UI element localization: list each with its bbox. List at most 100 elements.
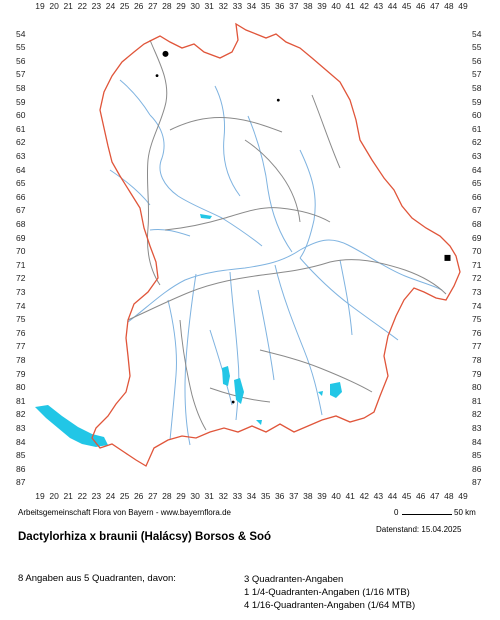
- grid-col-label: 44: [387, 1, 398, 11]
- grid-row-label: 67: [472, 205, 482, 216]
- species-title: Dactylorhiza x braunii (Halácsy) Borsos …: [18, 531, 272, 543]
- grid-row-label: 69: [16, 232, 26, 243]
- grid-row-label: 81: [16, 395, 26, 406]
- grid-row-label: 75: [472, 314, 482, 325]
- record-square-marker: [444, 254, 451, 261]
- grid-col-label: 48: [444, 1, 454, 11]
- scale-zero-label: 0: [394, 508, 399, 517]
- grid-col-label: 31: [204, 1, 214, 11]
- records-layer: [155, 50, 451, 404]
- grid-col-label: 42: [359, 1, 370, 11]
- grid-row-label: 80: [16, 382, 26, 393]
- grid-col-label: 41: [345, 1, 355, 11]
- grid-col-label: 47: [430, 491, 440, 501]
- grid-col-label: 22: [77, 491, 88, 501]
- grid-row-label: 71: [472, 259, 482, 270]
- grid-row-label: 68: [472, 218, 482, 229]
- grid-col-label: 43: [373, 1, 384, 11]
- grid-col-label: 20: [49, 491, 59, 501]
- grid-row-label: 62: [16, 137, 26, 148]
- grid-col-label: 24: [105, 491, 116, 501]
- grid-col-label: 36: [274, 1, 285, 11]
- rivers: [109, 79, 443, 446]
- grid-col-label: 31: [204, 491, 214, 501]
- grid-col-label: 33: [232, 491, 243, 501]
- grid-row-label: 62: [472, 137, 482, 148]
- grid-col-label: 34: [246, 491, 257, 501]
- grid-row-label: 64: [16, 164, 26, 175]
- grid-col-label: 41: [345, 491, 355, 501]
- grid-row-label: 61: [16, 123, 26, 134]
- grid-col-label: 32: [218, 1, 229, 11]
- grid-row-label: 67: [16, 205, 26, 216]
- grid-row-label: 57: [472, 69, 482, 80]
- grid-col-label: 25: [119, 1, 130, 11]
- grid-row-label: 82: [472, 409, 482, 420]
- grid-row-label: 68: [16, 218, 26, 229]
- grid-col-label: 37: [289, 1, 299, 11]
- grid-row-label: 58: [472, 82, 482, 93]
- grid-col-label: 30: [190, 1, 200, 11]
- grid-col-label: 42: [359, 491, 370, 501]
- grid-col-label: 36: [274, 491, 285, 501]
- grid-col-label: 26: [133, 1, 144, 11]
- grid-row-label: 58: [16, 82, 26, 93]
- grid-row-label: 85: [472, 450, 482, 461]
- grid-col-label: 32: [218, 491, 229, 501]
- grid-row-label: 66: [472, 191, 482, 202]
- grid-row-label: 83: [472, 422, 482, 433]
- record-small-dot-marker: [276, 98, 280, 102]
- records-summary: 8 Angaben aus 5 Quadranten, davon:: [18, 573, 176, 584]
- grid-row-label: 59: [16, 96, 26, 107]
- grid-col-label: 45: [401, 491, 412, 501]
- grid-row-label: 86: [472, 463, 482, 474]
- grid-row-label: 55: [472, 42, 482, 53]
- grid-row-label: 74: [16, 300, 26, 311]
- grid-col-label: 46: [415, 1, 426, 11]
- record-small-dot-marker: [155, 74, 159, 78]
- grid-row-label: 87: [16, 477, 26, 488]
- grid-row-label: 60: [472, 110, 482, 121]
- grid-row-label: 72: [472, 273, 482, 284]
- district-borders: [127, 39, 447, 431]
- grid-row-label: 73: [472, 286, 482, 297]
- grid-col-label: 30: [190, 491, 200, 501]
- grid-col-label: 28: [162, 491, 172, 501]
- grid-col-label: 19: [35, 491, 45, 501]
- grid-row-label: 79: [472, 368, 482, 379]
- count-quarter-quadrant: 1 1/4-Quadranten-Angaben (1/16 MTB): [244, 587, 410, 598]
- grid-col-label: 38: [303, 491, 313, 501]
- grid-col-label: 44: [387, 491, 398, 501]
- grid-row-label: 75: [16, 314, 26, 325]
- grid-row-label: 80: [472, 382, 482, 393]
- scale-km-label: 50 km: [454, 508, 476, 517]
- grid-col-label: 22: [77, 1, 88, 11]
- grid-col-label: 29: [176, 1, 186, 11]
- grid-row-label: 71: [16, 259, 26, 270]
- grid-row-label: 79: [16, 368, 26, 379]
- data-date: Datenstand: 15.04.2025: [376, 525, 462, 534]
- grid-col-label: 37: [289, 491, 299, 501]
- grid-row-label: 54: [472, 28, 482, 39]
- grid-col-label: 24: [105, 1, 116, 11]
- grid-row-label: 66: [16, 191, 26, 202]
- grid-col-label: 34: [246, 1, 257, 11]
- grid-col-label: 46: [415, 491, 426, 501]
- state-border: [91, 22, 461, 467]
- grid-row-label: 70: [472, 246, 482, 257]
- grid-col-label: 23: [91, 1, 102, 11]
- record-large-dot-marker: [162, 50, 169, 57]
- lakes: [35, 214, 342, 447]
- grid-row-label: 59: [472, 96, 482, 107]
- grid-row-label: 81: [472, 395, 482, 406]
- grid-row-label: 85: [16, 450, 26, 461]
- grid-row-label: 72: [16, 273, 26, 284]
- grid-col-label: 38: [303, 1, 313, 11]
- grid-row-label: 56: [472, 55, 482, 66]
- distribution-map: [35, 22, 461, 467]
- grid-row-label: 54: [16, 28, 26, 39]
- grid-row-label: 63: [472, 150, 482, 161]
- grid-row-label: 60: [16, 110, 26, 121]
- grid-row-label: 63: [16, 150, 26, 161]
- grid-col-label: 33: [232, 1, 243, 11]
